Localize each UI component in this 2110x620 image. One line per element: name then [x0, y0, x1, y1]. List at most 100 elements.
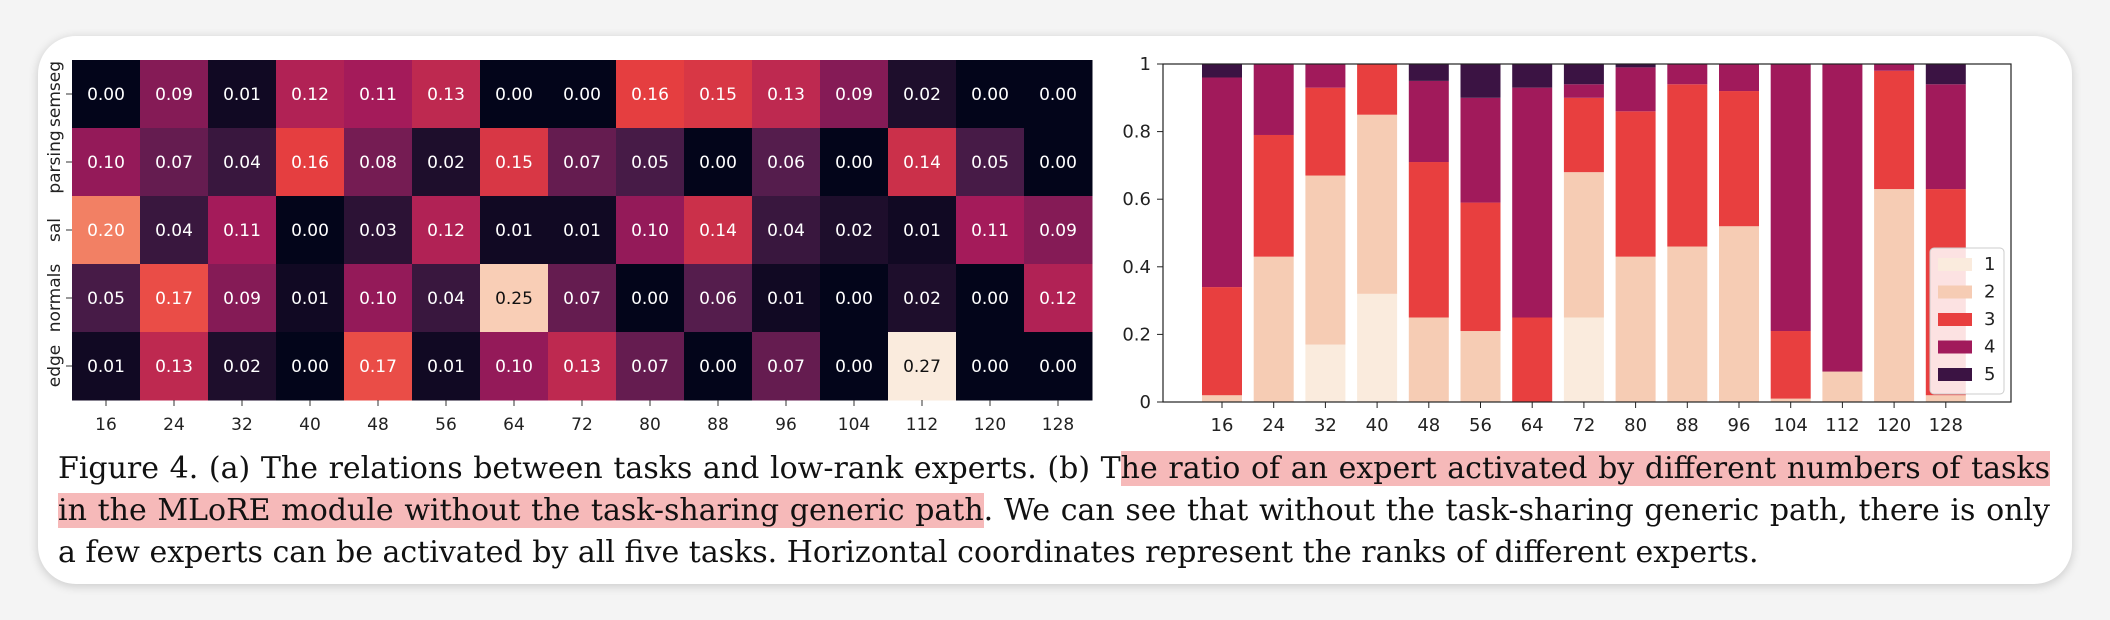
bar-x-tick-label: 88	[1676, 415, 1699, 436]
legend-label: 5	[1984, 364, 1995, 385]
bar-segment	[1202, 64, 1242, 78]
bar-segment	[1408, 64, 1449, 81]
heatmap-cell	[956, 264, 1025, 333]
bar-segment	[1615, 256, 1656, 402]
bar-segment	[1460, 64, 1501, 98]
heatmap-cell	[344, 128, 413, 197]
heatmap-cell	[276, 196, 345, 265]
bar-x-tick-label: 16	[1211, 415, 1234, 436]
bar-segment	[1874, 64, 1915, 71]
heatmap-cell	[412, 264, 481, 333]
bar-segment	[1408, 80, 1449, 163]
heatmap-cell-label: 0.04	[767, 221, 805, 241]
heatmap-cell	[956, 60, 1025, 129]
heatmap-cell-label: 0.13	[155, 357, 193, 377]
heatmap-cell-label: 0.02	[903, 85, 941, 105]
heatmap-cell-label: 0.05	[971, 153, 1009, 173]
heatmap-x-tick-label: 32	[231, 415, 253, 435]
heatmap-y-tick-label: sal	[45, 218, 65, 242]
heatmap-cell	[752, 128, 821, 197]
heatmap-cell-label: 0.25	[495, 289, 533, 309]
bar-segment	[1202, 287, 1242, 396]
heatmap-cell	[1024, 128, 1093, 197]
bar-segment	[1563, 97, 1604, 173]
heatmap-cell-label: 0.06	[699, 289, 737, 309]
heatmap-cell	[72, 264, 141, 333]
heatmap-cell-label: 0.03	[359, 221, 397, 241]
heatmap-cell	[752, 196, 821, 265]
heatmap-cell	[548, 60, 617, 129]
bar-segment	[1357, 293, 1398, 402]
heatmap-cell	[888, 128, 957, 197]
bar-segment	[1563, 317, 1604, 402]
heatmap-cell-label: 0.09	[835, 85, 873, 105]
heatmap-cell	[548, 264, 617, 333]
heatmap-cell-label: 0.00	[495, 85, 533, 105]
heatmap-cell	[616, 264, 685, 333]
heatmap-cell-label: 0.09	[155, 85, 193, 105]
heatmap-cell	[684, 196, 753, 265]
caption-text-start: Figure 4. (a) The relations between task…	[58, 451, 1121, 486]
bar-segment	[1305, 344, 1346, 402]
heatmap-cell	[820, 196, 889, 265]
heatmap-cell-label: 0.00	[291, 357, 329, 377]
heatmap-cell-label: 0.09	[223, 289, 261, 309]
heatmap-x-tick-label: 112	[906, 415, 938, 435]
heatmap-cell-label: 0.10	[631, 221, 669, 241]
bar-segment	[1460, 331, 1501, 402]
heatmap-cell	[480, 128, 549, 197]
heatmap-cell	[72, 332, 141, 401]
heatmap-cell-label: 0.10	[359, 289, 397, 309]
heatmap-cell	[480, 196, 549, 265]
bar-segment	[1667, 84, 1708, 247]
heatmap-cell-label: 0.00	[563, 85, 601, 105]
heatmap-cell	[208, 332, 277, 401]
heatmap-cell	[956, 196, 1025, 265]
heatmap-cell-label: 0.08	[359, 153, 397, 173]
heatmap-cell	[684, 264, 753, 333]
bar-y-tick-label: 0	[1140, 392, 1151, 413]
heatmap-x-tick-label: 128	[1042, 415, 1074, 435]
heatmap-cell	[888, 332, 957, 401]
heatmap-cell-label: 0.01	[903, 221, 941, 241]
bar-segment	[1925, 395, 1966, 402]
heatmap-cell-label: 0.13	[563, 357, 601, 377]
heatmap-cell	[140, 264, 209, 333]
bar-segment	[1512, 64, 1553, 88]
heatmap-cell-label: 0.07	[155, 153, 193, 173]
bar-segment	[1615, 64, 1656, 68]
heatmap-y-tick-label: edge	[45, 345, 65, 388]
heatmap-cell-label: 0.17	[155, 289, 193, 309]
heatmap-cell-label: 0.15	[699, 85, 737, 105]
heatmap-cell	[888, 60, 957, 129]
bar-x-tick-label: 64	[1521, 415, 1544, 436]
heatmap-cell-label: 0.11	[223, 221, 261, 241]
bar-y-tick-label: 0.6	[1122, 189, 1151, 210]
bar-segment	[1770, 398, 1811, 402]
heatmap-cell	[684, 128, 753, 197]
heatmap-cell-label: 0.16	[631, 85, 669, 105]
heatmap-cell	[72, 196, 141, 265]
heatmap-cell-label: 0.00	[1039, 357, 1077, 377]
heatmap-cell	[956, 128, 1025, 197]
heatmap-cell-label: 0.11	[971, 221, 1009, 241]
heatmap-y-tick-label: semseg	[45, 61, 65, 127]
heatmap-x-tick-label: 120	[974, 415, 1006, 435]
legend-label: 1	[1984, 254, 1995, 275]
legend-label: 2	[1984, 282, 1995, 303]
bar-y-tick-label: 0.4	[1122, 257, 1151, 278]
heatmap-cell	[276, 332, 345, 401]
bar-segment	[1460, 202, 1501, 332]
heatmap-cell-label: 0.04	[223, 153, 261, 173]
heatmap-cell	[820, 264, 889, 333]
bar-x-tick-label: 112	[1825, 415, 1859, 436]
heatmap-cell-label: 0.02	[835, 221, 873, 241]
bar-segment	[1305, 64, 1346, 88]
heatmap-cell-label: 0.00	[835, 357, 873, 377]
legend-label: 3	[1984, 309, 1995, 330]
bar-y-tick-label: 0.8	[1122, 122, 1151, 143]
heatmap-cell-label: 0.07	[563, 289, 601, 309]
heatmap-y-tick-label: parsing	[45, 130, 65, 193]
bar-segment	[1408, 317, 1449, 402]
heatmap-cell	[72, 60, 141, 129]
